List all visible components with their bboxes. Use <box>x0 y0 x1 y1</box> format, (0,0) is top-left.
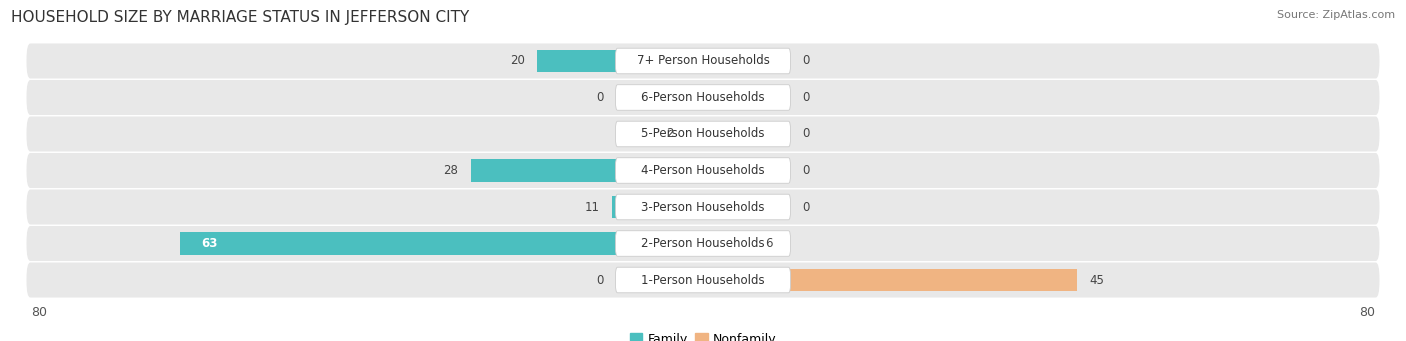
Text: 0: 0 <box>803 164 810 177</box>
FancyBboxPatch shape <box>616 121 790 147</box>
FancyBboxPatch shape <box>27 80 1379 115</box>
Text: 0: 0 <box>596 273 603 286</box>
FancyBboxPatch shape <box>616 267 790 293</box>
Text: 4-Person Households: 4-Person Households <box>641 164 765 177</box>
Text: 63: 63 <box>201 237 217 250</box>
FancyBboxPatch shape <box>27 263 1379 298</box>
Bar <box>537 50 703 72</box>
Legend: Family, Nonfamily: Family, Nonfamily <box>624 328 782 341</box>
Text: 2: 2 <box>666 128 673 140</box>
Bar <box>180 232 703 255</box>
Text: 0: 0 <box>803 201 810 213</box>
FancyBboxPatch shape <box>616 231 790 256</box>
Text: Source: ZipAtlas.com: Source: ZipAtlas.com <box>1277 10 1395 20</box>
FancyBboxPatch shape <box>27 153 1379 188</box>
FancyBboxPatch shape <box>616 194 790 220</box>
Bar <box>703 232 752 255</box>
Text: 5-Person Households: 5-Person Households <box>641 128 765 140</box>
Text: 20: 20 <box>509 55 524 68</box>
Text: 0: 0 <box>803 55 810 68</box>
Text: 0: 0 <box>803 91 810 104</box>
FancyBboxPatch shape <box>27 190 1379 224</box>
Text: 28: 28 <box>443 164 458 177</box>
Text: 6-Person Households: 6-Person Households <box>641 91 765 104</box>
Text: HOUSEHOLD SIZE BY MARRIAGE STATUS IN JEFFERSON CITY: HOUSEHOLD SIZE BY MARRIAGE STATUS IN JEF… <box>11 10 470 25</box>
Text: 45: 45 <box>1090 273 1104 286</box>
FancyBboxPatch shape <box>27 43 1379 78</box>
Text: 3-Person Households: 3-Person Households <box>641 201 765 213</box>
Text: 11: 11 <box>585 201 599 213</box>
Text: 0: 0 <box>803 128 810 140</box>
FancyBboxPatch shape <box>616 158 790 183</box>
FancyBboxPatch shape <box>27 117 1379 151</box>
Bar <box>612 196 703 218</box>
FancyBboxPatch shape <box>616 85 790 110</box>
Text: 0: 0 <box>596 91 603 104</box>
Text: 6: 6 <box>765 237 773 250</box>
FancyBboxPatch shape <box>616 48 790 74</box>
FancyBboxPatch shape <box>27 226 1379 261</box>
Bar <box>471 159 703 182</box>
Text: 2-Person Households: 2-Person Households <box>641 237 765 250</box>
Text: 7+ Person Households: 7+ Person Households <box>637 55 769 68</box>
Bar <box>686 123 703 145</box>
Bar <box>703 269 1077 291</box>
Text: 1-Person Households: 1-Person Households <box>641 273 765 286</box>
